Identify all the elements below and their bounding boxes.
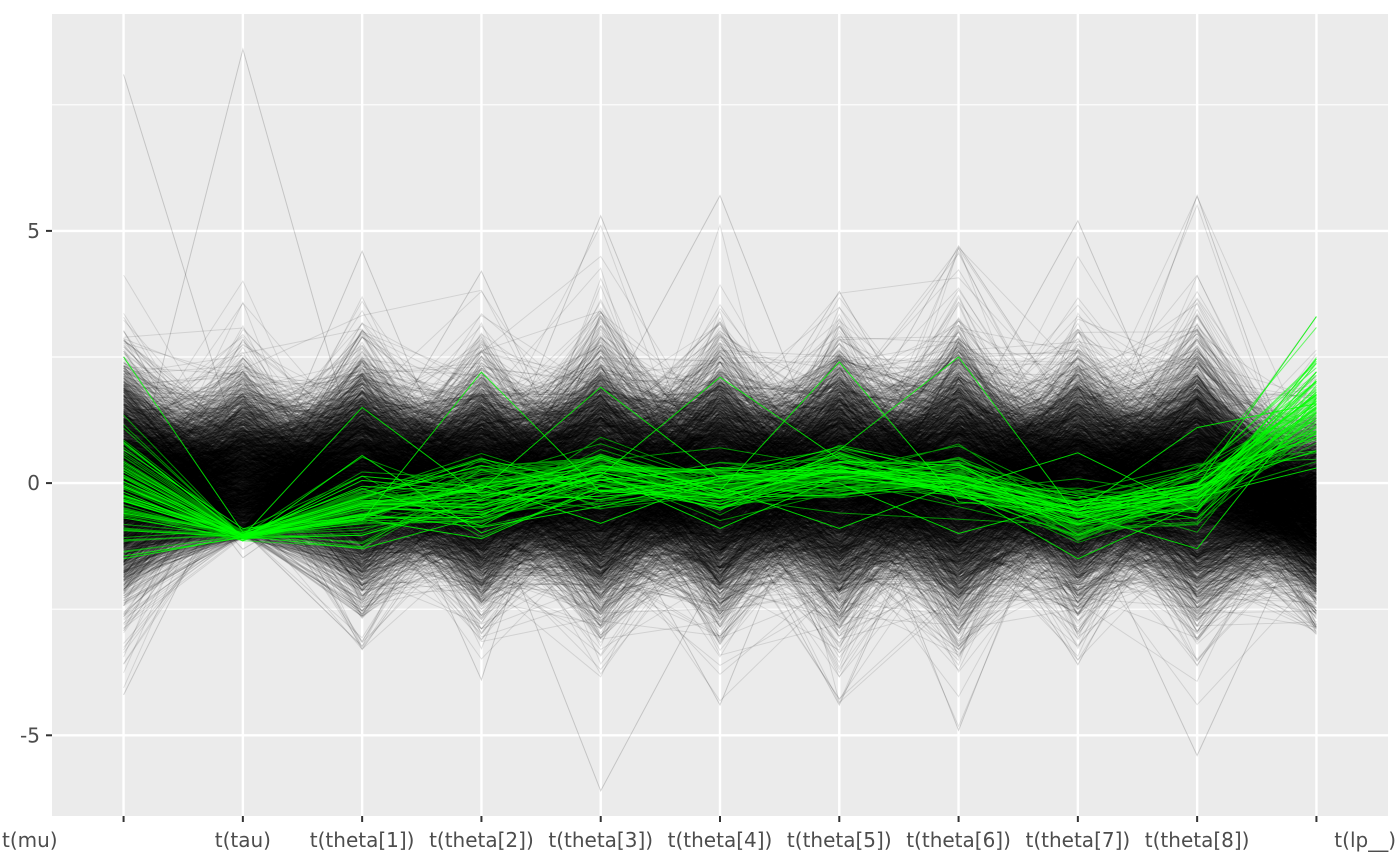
x-tick-label: t(lp__) bbox=[1334, 828, 1396, 852]
major-gridlines bbox=[52, 14, 1388, 816]
extreme-draw-line bbox=[123, 194, 1317, 538]
extreme-draw-line bbox=[123, 47, 1317, 607]
extreme-draw-line bbox=[123, 358, 1317, 560]
draws-lines bbox=[123, 47, 1317, 792]
extreme-draw-line bbox=[123, 214, 1317, 514]
extreme-draw-line bbox=[123, 388, 1317, 707]
axes: -5 0 5 t(mu) t(tau) t(theta[1]) t(theta[2]) t(t… bbox=[2, 219, 1396, 852]
x-tick-label: t(theta[1]) bbox=[310, 828, 415, 852]
extreme-draw-line bbox=[123, 270, 1317, 559]
extreme-draw-line bbox=[123, 245, 1317, 538]
x-tick-label: t(theta[8]) bbox=[1145, 828, 1250, 852]
extreme-draw-line bbox=[123, 392, 1317, 537]
extreme-draw-line bbox=[123, 400, 1317, 542]
extreme-draw-line bbox=[123, 371, 1317, 539]
x-tick-label: t(theta[4]) bbox=[668, 828, 773, 852]
x-tick-label: t(theta[6]) bbox=[906, 828, 1011, 852]
x-tick-label: t(theta[5]) bbox=[787, 828, 892, 852]
y-tick-label: 0 bbox=[27, 471, 40, 495]
extreme-draw-line bbox=[123, 219, 1317, 587]
x-tick-label: t(theta[7]) bbox=[1026, 828, 1131, 852]
extreme-draw-line bbox=[123, 361, 1317, 534]
extreme-draw-line bbox=[123, 393, 1317, 536]
y-tick-label: -5 bbox=[20, 723, 40, 747]
y-tick-label: 5 bbox=[27, 219, 40, 243]
extreme-draw-line bbox=[123, 453, 1317, 536]
extreme-draw-line bbox=[123, 356, 1317, 535]
x-tick-label: t(theta[2]) bbox=[429, 828, 534, 852]
x-tick-label: t(theta[3]) bbox=[548, 828, 653, 852]
extreme-draw-line bbox=[123, 425, 1317, 732]
x-tick-label: t(tau) bbox=[215, 828, 271, 852]
extreme-draw-line bbox=[123, 376, 1317, 537]
extreme-draw-line bbox=[123, 402, 1317, 757]
extreme-draw-line bbox=[123, 316, 1317, 536]
extreme-draw-line bbox=[123, 398, 1317, 550]
extreme-draw-line bbox=[123, 403, 1317, 538]
x-tick-label: t(mu) bbox=[2, 828, 58, 852]
extreme-draw-line bbox=[123, 433, 1317, 557]
divergent-lines bbox=[123, 316, 1317, 560]
extreme-draw-line bbox=[123, 381, 1317, 550]
